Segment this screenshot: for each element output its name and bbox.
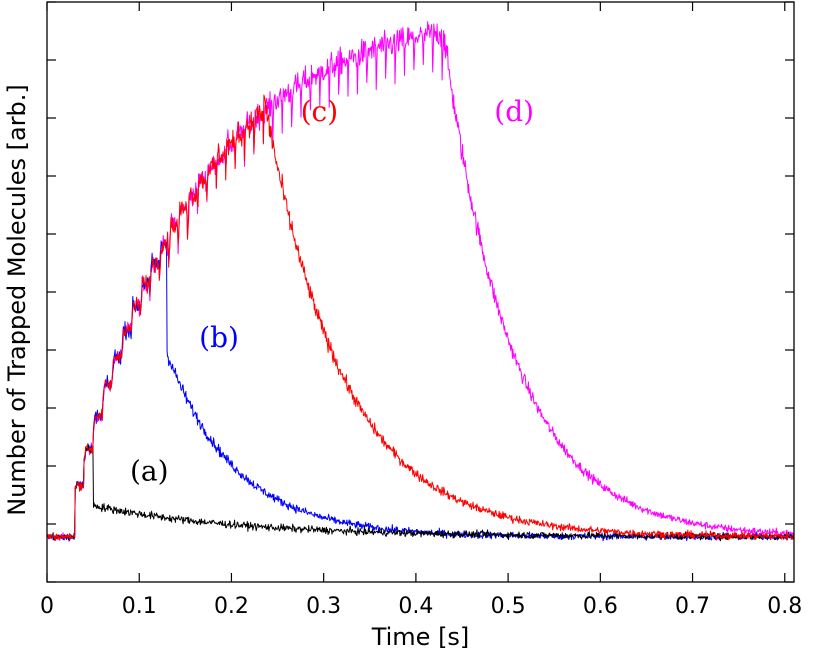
x-tick-label: 0.6 [583, 594, 618, 619]
x-tick-label: 0.8 [767, 594, 802, 619]
x-tick-label: 0 [40, 594, 54, 619]
x-tick-label: 0.7 [675, 594, 710, 619]
x-tick-label: 0.1 [122, 594, 157, 619]
curves-layer [46, 21, 794, 542]
axis-ticks [46, 1, 794, 583]
series-line-d [46, 21, 794, 542]
series-line-c [46, 94, 794, 542]
x-axis-label: Time [s] [371, 623, 470, 651]
curve-label-a: (a) [130, 455, 169, 488]
curve-labels: (a) (b) (c) (d) [130, 95, 534, 488]
curve-label-d: (d) [494, 95, 534, 128]
x-tick-label: 0.2 [214, 594, 249, 619]
curve-label-b: (b) [199, 321, 239, 354]
curve-label-c: (c) [301, 95, 339, 128]
x-tick-label: 0.3 [306, 594, 341, 619]
x-tick-label: 0.4 [398, 594, 433, 619]
y-axis-label: Number of Trapped Molecules [arb.] [3, 84, 31, 516]
x-tick-labels: 0 0.1 0.2 0.3 0.4 0.5 0.6 0.7 0.8 [40, 594, 802, 619]
x-tick-label: 0.5 [491, 594, 526, 619]
